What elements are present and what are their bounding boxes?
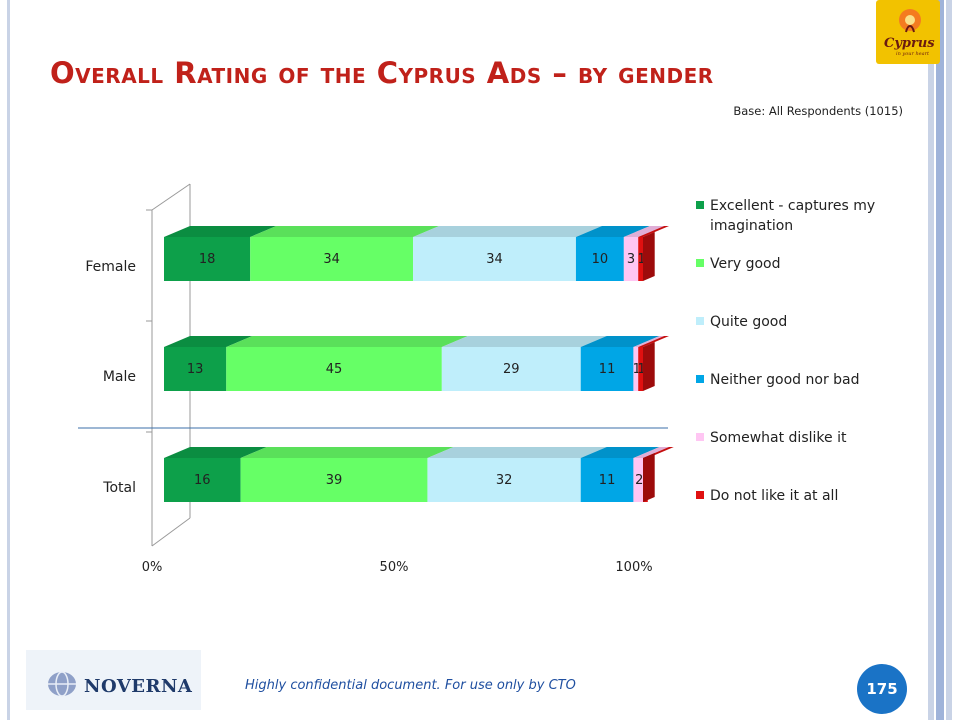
data-label: 2 <box>635 473 643 488</box>
data-label: 45 <box>326 362 343 377</box>
data-label: 29 <box>503 362 520 377</box>
x-tick-label: 50% <box>380 560 409 575</box>
noverna-logo-text: NOVERNA <box>84 676 193 697</box>
data-label: 34 <box>323 252 340 267</box>
confidential-note: Highly confidential document. For use on… <box>245 678 576 693</box>
x-tick-label: 0% <box>142 560 163 575</box>
noverna-logo: NOVERNA <box>26 650 201 710</box>
bar-segment <box>164 237 251 281</box>
legend-swatch <box>696 491 704 499</box>
data-label: 11 <box>599 362 616 377</box>
bar-segment <box>226 347 442 391</box>
floor-edge <box>151 517 191 547</box>
category-label: Total <box>102 480 136 496</box>
back-wall-top-edge <box>151 183 191 211</box>
data-label: 32 <box>496 473 513 488</box>
data-label: 39 <box>326 473 343 488</box>
bar-segment-top <box>580 447 660 458</box>
right-band-outer <box>928 0 934 720</box>
bar-segment <box>575 237 624 281</box>
bar-segment-top <box>164 336 253 347</box>
legend-label: Neither good nor bad <box>710 372 860 388</box>
category-label: Female <box>85 259 136 275</box>
bar-segment-top <box>638 336 669 347</box>
data-label: 16 <box>194 473 211 488</box>
bar-segment-top <box>575 226 650 237</box>
legend-label: Do not like it at all <box>710 488 839 504</box>
bar-side-face <box>643 453 655 502</box>
bar-segment-top <box>441 336 607 347</box>
bar-segment <box>638 237 643 281</box>
bar-segment-top <box>623 226 665 237</box>
bar-segment <box>164 347 227 391</box>
data-label: 13 <box>187 362 204 377</box>
cyprus-logo-tagline: in your heart <box>896 51 930 57</box>
bar-segment-top <box>633 447 669 458</box>
bar-segment <box>633 347 639 391</box>
bar-segment <box>413 237 576 281</box>
bar-segment-top <box>164 447 267 458</box>
legend-label: Quite good <box>710 314 788 330</box>
right-band-inner <box>946 0 952 720</box>
category-label: Male <box>103 369 136 385</box>
bar-segment-top <box>226 336 468 347</box>
globe-icon <box>48 671 76 697</box>
bar-segment <box>250 237 414 281</box>
legend-swatch <box>696 259 704 267</box>
data-label: 1 <box>637 362 645 377</box>
bar-segment-top <box>427 447 607 458</box>
bar-segment <box>240 458 428 502</box>
legend-swatch <box>696 433 704 441</box>
bar-segment <box>580 347 634 391</box>
data-label: 18 <box>199 252 216 267</box>
legend-swatch <box>696 317 704 325</box>
bar-segment-top <box>633 336 665 347</box>
bar-side-face <box>643 342 655 391</box>
legend-label: Excellent - captures my imagination <box>710 198 876 234</box>
bar-segment-top <box>164 226 277 237</box>
bar-segment <box>633 458 643 502</box>
legend-label: Somewhat dislike it <box>710 430 847 446</box>
bar-segment-top <box>638 226 669 237</box>
bar-segment <box>638 347 643 391</box>
right-band-middle <box>936 0 944 720</box>
bar-segment <box>427 458 581 502</box>
data-label: 3 <box>627 252 635 267</box>
bar-segment <box>441 347 581 391</box>
data-label: 1 <box>637 252 645 267</box>
slide-title: Overall Rating of the Cyprus Ads – by ge… <box>50 56 714 90</box>
bar-side-face <box>643 232 655 281</box>
bar-segment-top <box>250 226 440 237</box>
cyprus-logo-word: Cyprus <box>884 36 935 51</box>
bar-segment-top <box>413 226 602 237</box>
left-rule <box>7 0 10 720</box>
bar-segment-top <box>580 336 660 347</box>
legend-label: Very good <box>710 256 781 272</box>
bar-segment-top <box>240 447 454 458</box>
cyprus-logo: Cyprus in your heart <box>876 0 940 64</box>
base-note: Base: All Respondents (1015) <box>733 104 903 118</box>
bar-segment <box>164 458 241 502</box>
sun-icon <box>899 9 921 33</box>
data-label: 34 <box>486 252 503 267</box>
data-label: 10 <box>592 252 609 267</box>
page-number-badge: 175 <box>857 664 907 714</box>
legend-swatch <box>696 375 704 383</box>
data-label: 1 <box>633 362 641 377</box>
legend-swatch <box>696 201 704 209</box>
bar-segment <box>623 237 639 281</box>
data-label: 11 <box>599 473 616 488</box>
bar-segment <box>580 458 634 502</box>
x-tick-label: 100% <box>615 560 652 575</box>
